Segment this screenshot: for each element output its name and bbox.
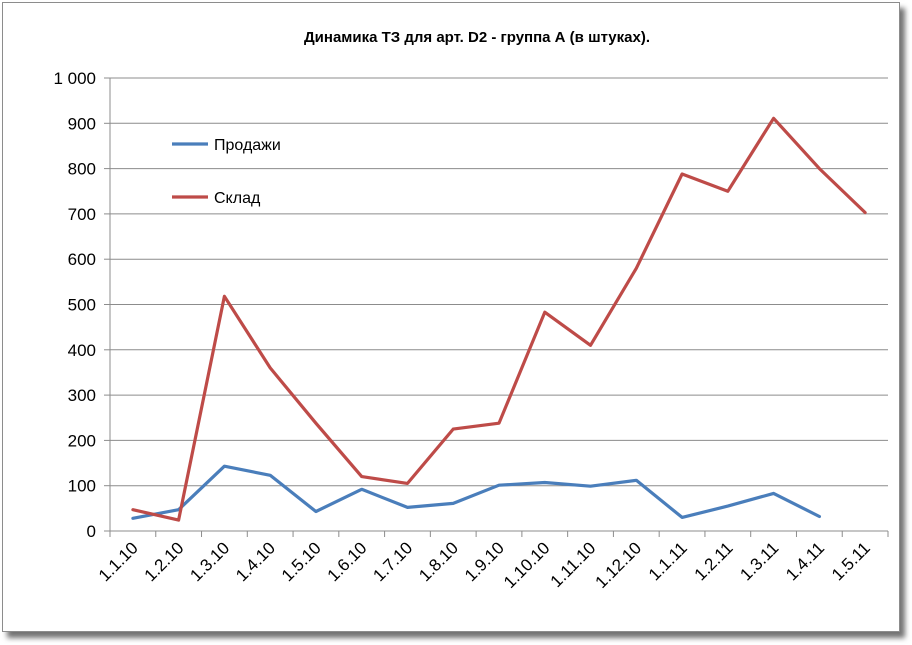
legend-label: Продажи — [214, 137, 281, 154]
y-tick-label: 500 — [68, 296, 96, 315]
y-tick-label: 400 — [68, 341, 96, 360]
y-tick-label: 0 — [87, 522, 96, 541]
series-line-1 — [131, 464, 821, 520]
y-tick-label: 200 — [68, 431, 96, 450]
x-tick-label: 1.1.11 — [645, 538, 691, 584]
y-tick-label: 700 — [68, 205, 96, 224]
x-tick-label: 1.8.10 — [415, 538, 462, 585]
y-tick-label: 900 — [68, 114, 96, 133]
x-tick-label: 1.10.10 — [500, 538, 554, 592]
x-tick-label: 1.6.10 — [324, 538, 371, 585]
x-tick-label: 1.7.10 — [369, 538, 416, 585]
x-tick-label: 1.1.10 — [95, 538, 142, 585]
x-tick-label: 1.2.10 — [141, 538, 188, 585]
gridlines — [110, 77, 888, 487]
x-tick-label: 1.12.10 — [592, 538, 646, 592]
y-tick-label: 600 — [68, 250, 96, 269]
x-tick-label: 1.3.10 — [186, 538, 233, 585]
y-tick-label: 1 000 — [53, 69, 96, 88]
x-tick-label: 1.5.11 — [828, 538, 874, 584]
x-tick-label: 1.4.11 — [782, 538, 828, 584]
x-tick-label: 1.2.11 — [691, 538, 737, 584]
legend: Продажи Склад — [172, 137, 281, 207]
x-tick-label: 1.3.11 — [736, 538, 782, 584]
chart-title: Динамика ТЗ для арт. D2 - группа А (в шт… — [304, 29, 650, 46]
series-line-2 — [131, 116, 867, 522]
y-tick-label: 300 — [68, 386, 96, 405]
series-lines — [131, 116, 867, 522]
x-tick-label: 1.5.10 — [278, 538, 325, 585]
chart-area — [2, 2, 900, 632]
legend-label: Склад — [214, 190, 261, 207]
x-tick-label: 1.4.10 — [232, 538, 279, 585]
y-tick-label: 100 — [68, 477, 96, 496]
y-tick-label: 800 — [68, 160, 96, 179]
x-tick-label: 1.11.10 — [547, 538, 600, 591]
